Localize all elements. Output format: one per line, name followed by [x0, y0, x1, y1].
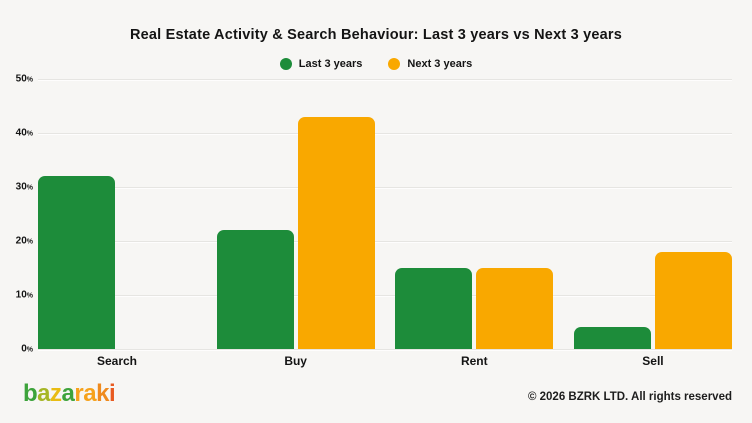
- bar-groups: Search Buy Rent Sell: [38, 79, 732, 368]
- x-axis-label: Sell: [642, 354, 664, 368]
- gridline: [38, 295, 732, 296]
- gridline: [38, 241, 732, 242]
- legend-item-next-3-years: Next 3 years: [388, 58, 472, 70]
- bar-last-3-years-rent: [395, 268, 473, 349]
- chart-title: Real Estate Activity & Search Behaviour:…: [129, 27, 622, 43]
- gridline: [38, 187, 732, 188]
- x-axis-label: Search: [96, 354, 138, 368]
- bar-last-3-years-sell: [573, 327, 651, 349]
- legend-dot-orange: [388, 58, 401, 70]
- x-axis-label: Rent: [460, 354, 488, 368]
- y-axis-label: 20%: [15, 235, 33, 247]
- logo-letter: z: [50, 380, 62, 407]
- bar-next-3-years-rent: [476, 268, 554, 349]
- copyright-text: © 2026 BZRK LTD. All rights reserved: [527, 391, 732, 403]
- legend-label: Last 3 years: [298, 58, 363, 70]
- bazaraki-logo: bazaraki: [23, 380, 116, 407]
- gridline: [38, 79, 732, 80]
- bar-group-rent: Rent: [395, 79, 554, 368]
- legend: Last 3 years Next 3 years: [0, 56, 752, 72]
- gridline: [38, 349, 732, 350]
- x-axis-label: Buy: [284, 354, 307, 368]
- bar-group-sell: Sell: [573, 79, 732, 368]
- bar-last-3-years-search: [38, 176, 115, 349]
- logo-letter: b: [23, 380, 38, 407]
- y-axis-label: 40%: [15, 127, 33, 139]
- y-axis-label: 50%: [15, 73, 33, 85]
- y-axis-label: 10%: [15, 289, 33, 301]
- bar-group-search: Search: [38, 79, 196, 368]
- y-axis-label: 0%: [21, 343, 33, 355]
- gridline: [38, 133, 732, 134]
- logo-letter: k: [96, 380, 109, 407]
- legend-dot-green: [279, 58, 292, 70]
- legend-label: Next 3 years: [407, 58, 473, 70]
- plot-area: 0% 10% 20% 30% 40% 50% Search Buy Rent Sell: [16, 74, 732, 368]
- bar-next-3-years-buy: [297, 116, 375, 349]
- logo-letter: a: [83, 380, 97, 407]
- bar-next-3-years-sell: [654, 251, 732, 349]
- bar-group-buy: Buy: [216, 79, 375, 368]
- logo-letter: i: [108, 380, 116, 407]
- logo-letter: a: [37, 380, 51, 407]
- logo-letter: r: [74, 380, 84, 407]
- legend-item-last-3-years: Last 3 years: [279, 58, 363, 70]
- bar-last-3-years-buy: [216, 230, 294, 349]
- logo-letter: a: [61, 380, 75, 407]
- y-axis-label: 30%: [15, 181, 33, 193]
